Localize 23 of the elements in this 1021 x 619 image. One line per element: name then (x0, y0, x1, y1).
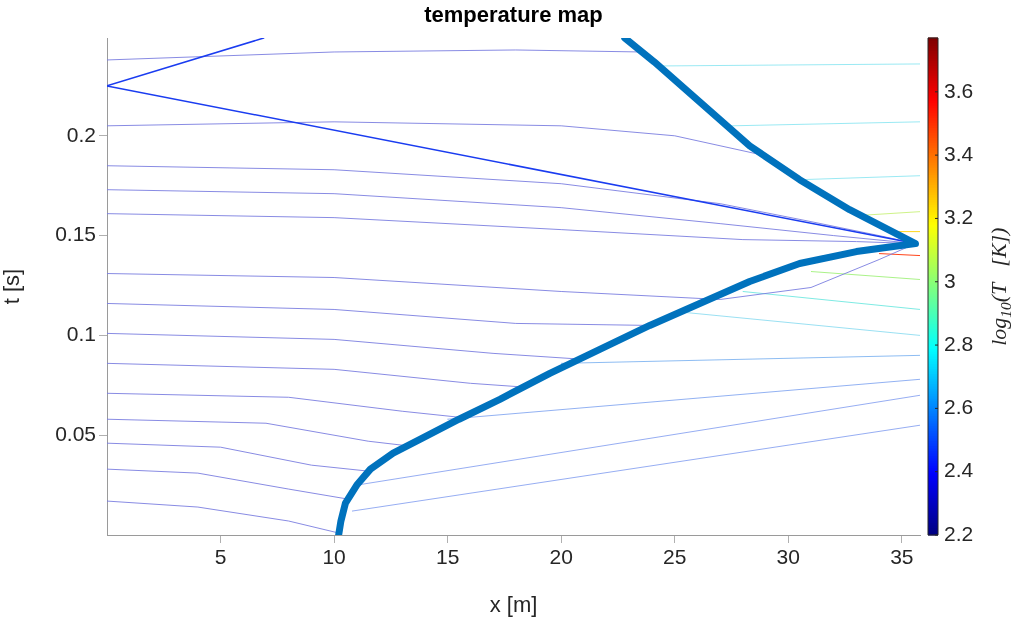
color-bar-label: 2.4 (944, 458, 974, 482)
x-axis-title: x [m] (489, 591, 538, 617)
y-tick-label: 0.2 (66, 122, 96, 146)
y-tick-label: 0.1 (66, 322, 96, 346)
y-tick-label: 0.05 (55, 422, 96, 445)
color-bar-label: 3.6 (944, 78, 974, 102)
color-bar-label: 2.8 (944, 331, 974, 355)
y-tick-label: 0.15 (55, 222, 96, 246)
color-bar-label: 2.2 (944, 521, 974, 545)
x-tick-label: 30 (776, 545, 800, 569)
color-bar-label: 3.4 (944, 141, 974, 165)
x-tick-label: 35 (890, 545, 914, 569)
y-axis-title: t [s] (0, 268, 25, 305)
color-bar-title: log10(T [K]) (985, 227, 1014, 346)
x-tick-label: 25 (663, 545, 687, 569)
x-tick-label: 5 (214, 545, 227, 569)
x-tick-label: 20 (549, 545, 573, 569)
x-tick-label: 15 (435, 545, 460, 569)
x-tick-label: 10 (322, 545, 346, 569)
color-bar-label: 2.6 (944, 395, 974, 419)
color-bar-label: 3.2 (944, 205, 974, 229)
chart-title: temperature map (424, 2, 603, 28)
color-bar-label: 3 (944, 268, 956, 292)
